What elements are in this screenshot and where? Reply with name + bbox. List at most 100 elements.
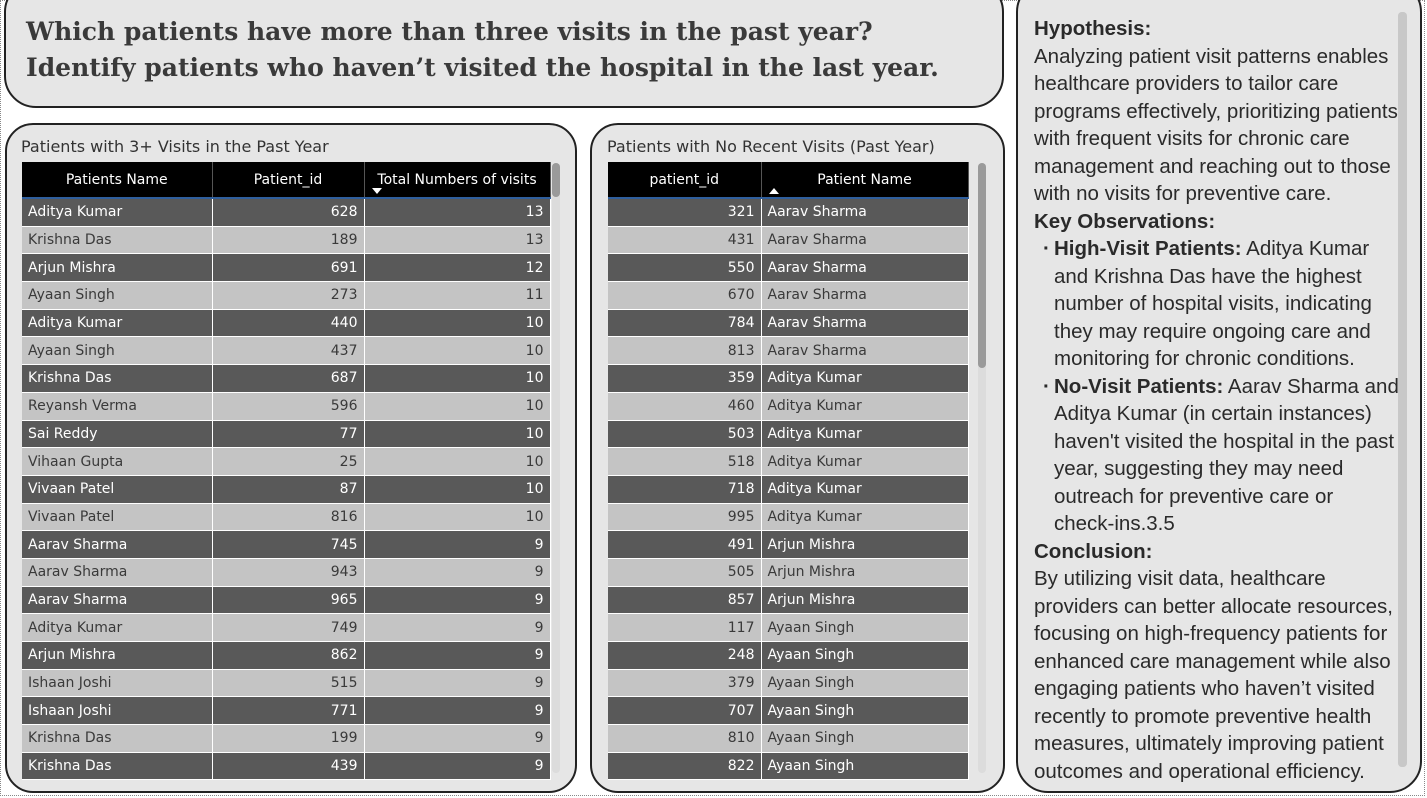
table-cell: Vihaan Gupta [22, 447, 213, 476]
table-row[interactable]: 518 Aditya Kumar [608, 447, 969, 476]
table-row[interactable]: 503 Aditya Kumar [608, 420, 969, 449]
table-row[interactable]: 321 Aarav Sharma [608, 198, 969, 227]
table-cell: Ayaan Singh [761, 696, 969, 726]
table-cell: 10 [364, 336, 551, 366]
table-row[interactable]: Krishna Das 439 9 [22, 752, 551, 781]
page-title: Which patients have more than three visi… [26, 17, 939, 82]
table-cell: 518 [608, 447, 762, 476]
table-row[interactable]: 707 Ayaan Singh [608, 696, 969, 726]
hypothesis-heading: Hypothesis: [1034, 17, 1152, 40]
table-row[interactable]: Vivaan Patel 816 10 [22, 503, 551, 532]
insights-scroll-thumb[interactable] [1398, 12, 1407, 767]
table-cell: 10 [364, 309, 551, 338]
table-row[interactable]: Aditya Kumar 749 9 [22, 613, 551, 642]
column-header-patient-id[interactable]: patient_id [608, 162, 762, 199]
column-header-patient-name-label: Patient Name [817, 171, 912, 188]
table-cell: Aarav Sharma [761, 253, 969, 283]
table-cell: Aarav Sharma [761, 198, 969, 227]
table-row[interactable]: 784 Aarav Sharma [608, 309, 969, 338]
table-cell: 12 [364, 253, 551, 283]
table-row[interactable]: Arjun Mishra 862 9 [22, 641, 551, 670]
table-row[interactable]: 359 Aditya Kumar [608, 364, 969, 393]
table-row[interactable]: Aarav Sharma 965 9 [22, 586, 551, 615]
table-cell: 784 [608, 309, 762, 338]
table-row[interactable]: 670 Aarav Sharma [608, 281, 969, 310]
table-row[interactable]: Aarav Sharma 943 9 [22, 558, 551, 587]
table-cell: 359 [608, 364, 762, 393]
table-cell: Ayaan Singh [761, 752, 969, 781]
table-row[interactable]: Reyansh Verma 596 10 [22, 392, 551, 421]
table-cell: Aarav Sharma [761, 281, 969, 310]
table-row[interactable]: 718 Aditya Kumar [608, 475, 969, 504]
column-header-patient-id[interactable]: Patient_id [212, 162, 365, 199]
table-row[interactable]: Ayaan Singh 273 11 [22, 281, 551, 310]
table-row[interactable]: Aditya Kumar 628 13 [22, 198, 551, 227]
table-row[interactable]: Arjun Mishra 691 12 [22, 253, 551, 283]
table-cell: 745 [212, 530, 365, 559]
table-row[interactable]: Aarav Sharma 745 9 [22, 530, 551, 559]
column-header-patient-name[interactable]: Patient Name [761, 162, 969, 199]
table-cell: Aarav Sharma [22, 558, 213, 587]
column-header-total-visits[interactable]: Total Numbers of visits [364, 162, 551, 199]
table-cell: 9 [364, 613, 551, 642]
table-row[interactable]: Krishna Das 199 9 [22, 724, 551, 753]
visits-table-title: Patients with 3+ Visits in the Past Year [21, 137, 329, 156]
no-visits-table-scrollbar[interactable] [978, 163, 986, 773]
table-cell: 117 [608, 613, 762, 642]
table-cell: 707 [608, 696, 762, 726]
table-cell: 503 [608, 420, 762, 449]
table-row[interactable]: 813 Aarav Sharma [608, 336, 969, 366]
table-cell: 9 [364, 530, 551, 559]
table-cell: Aditya Kumar [22, 198, 213, 227]
observation-text: Aditya Kumar and Krishna Das have the hi… [1054, 237, 1372, 370]
table-row[interactable]: Krishna Das 189 13 [22, 226, 551, 255]
table-row[interactable]: 995 Aditya Kumar [608, 503, 969, 532]
visits-table-scrollbar[interactable] [552, 163, 560, 773]
table-row[interactable]: 857 Arjun Mishra [608, 586, 969, 615]
table-cell: Aditya Kumar [761, 475, 969, 504]
table-cell: 550 [608, 253, 762, 283]
column-header-patients-name[interactable]: Patients Name [22, 162, 213, 199]
table-cell: 199 [212, 724, 365, 753]
table-cell: Aarav Sharma [22, 586, 213, 615]
observation-label: No-Visit Patients: [1054, 374, 1224, 398]
table-row[interactable]: Krishna Das 687 10 [22, 364, 551, 393]
table-row[interactable]: Sai Reddy 77 10 [22, 420, 551, 449]
table-row[interactable]: 491 Arjun Mishra [608, 530, 969, 559]
table-row[interactable]: 460 Aditya Kumar [608, 392, 969, 421]
table-cell: 10 [364, 364, 551, 393]
table-cell: 670 [608, 281, 762, 310]
table-cell: Arjun Mishra [761, 586, 969, 615]
table-cell: Ishaan Joshi [22, 696, 213, 726]
observation-item: No-Visit Patients: Aarav Sharma and Adit… [1043, 373, 1399, 538]
table-cell: Arjun Mishra [761, 558, 969, 587]
table-cell: 25 [212, 447, 365, 476]
table-row[interactable]: Vivaan Patel 87 10 [22, 475, 551, 504]
table-row[interactable]: 822 Ayaan Singh [608, 752, 969, 781]
no-visits-table-scroll-thumb[interactable] [978, 163, 986, 368]
table-row[interactable]: Ayaan Singh 437 10 [22, 336, 551, 366]
table-row[interactable]: 550 Aarav Sharma [608, 253, 969, 283]
table-cell: 687 [212, 364, 365, 393]
table-cell: 9 [364, 696, 551, 726]
table-row[interactable]: Aditya Kumar 440 10 [22, 309, 551, 338]
table-row[interactable]: 248 Ayaan Singh [608, 641, 969, 670]
table-row[interactable]: 505 Arjun Mishra [608, 558, 969, 587]
column-header-total-visits-label: Total Numbers of visits [377, 171, 537, 188]
table-cell: Ayaan Singh [761, 669, 969, 698]
table-row[interactable]: Ishaan Joshi 515 9 [22, 669, 551, 698]
table-cell: 439 [212, 752, 365, 781]
table-row[interactable]: 117 Ayaan Singh [608, 613, 969, 642]
table-row[interactable]: Vihaan Gupta 25 10 [22, 447, 551, 476]
table-row[interactable]: 379 Ayaan Singh [608, 669, 969, 698]
table-cell: 771 [212, 696, 365, 726]
insights-scrollbar[interactable] [1398, 12, 1407, 767]
observations-heading: Key Observations: [1034, 209, 1216, 233]
visits-table-scroll-thumb[interactable] [552, 163, 560, 197]
table-row[interactable]: 810 Ayaan Singh [608, 724, 969, 753]
table-row[interactable]: 431 Aarav Sharma [608, 226, 969, 255]
table-cell: 965 [212, 586, 365, 615]
table-row[interactable]: Ishaan Joshi 771 9 [22, 696, 551, 726]
sort-ascending-icon [768, 188, 779, 194]
table-cell: Aditya Kumar [761, 364, 969, 393]
